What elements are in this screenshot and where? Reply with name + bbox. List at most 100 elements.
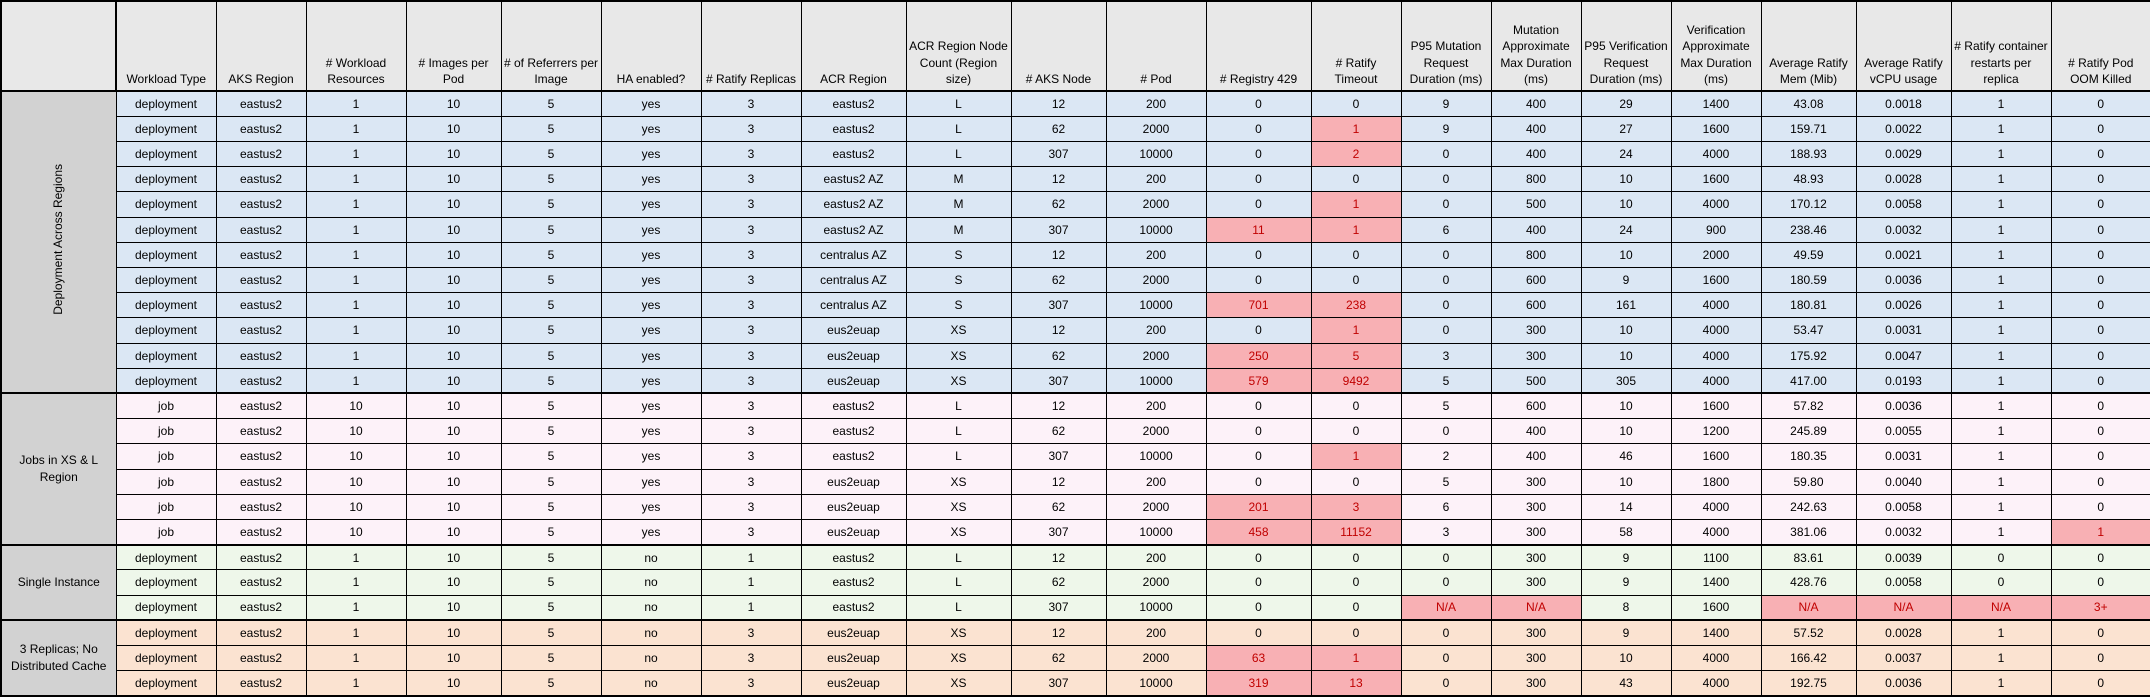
cell: 5 [500,418,602,445]
cell: 3 [700,468,802,495]
cell: 1 [1950,140,2052,168]
cell: deployment [115,670,217,697]
column-header: Average Ratify Mem (Mib) [1760,0,1857,92]
cell: eus2euap [800,342,907,369]
cell: 0 [1205,241,1312,268]
cell: 5 [500,594,602,621]
cell: deployment [115,115,217,142]
cell: 1 [1950,342,2052,369]
cell: 12 [1010,619,1107,646]
cell: 10 [1580,166,1672,193]
table-row: Deployment Across Regions deployment eastu… [0,89,2150,394]
cell: 0 [2050,317,2150,344]
cell: 400 [1490,115,1582,142]
column-header: Mutation Approximate Max Duration (ms) [1490,0,1582,92]
cell: 1 [305,342,407,369]
cell: 0 [1400,241,1492,268]
cell: 200 [1105,392,1207,420]
cell: 300 [1490,644,1582,672]
cell: 10 [305,392,407,420]
cell: 159.71 [1760,115,1857,142]
cell: 10000 [1105,140,1207,168]
column-header: Average Ratify vCPU usage [1855,0,1952,92]
cell: deployment [115,140,217,168]
cell: job [115,518,217,546]
cell: 1 [1950,493,2052,520]
cell: eastus2 [215,418,307,445]
cell: 1 [305,166,407,193]
cell: deployment [115,89,217,117]
table-row: job eastus2 10 10 5 yes 3 eastus2 L 307 10000 0 1 2 40… [1,443,2150,470]
cell: eastus2 [215,644,307,672]
cell: 1 [1950,644,2052,672]
cell: 0.0028 [1855,166,1952,193]
cell: 400 [1490,140,1582,168]
cell: 0 [1205,418,1312,445]
cell: 0 [1400,166,1492,193]
cell: 1 [305,140,407,168]
cell: 1 [1950,89,2052,117]
cell: 0 [1310,392,1402,420]
cell: 0 [2050,543,2150,571]
cell: eus2euap [800,518,907,546]
cell: yes [600,392,702,420]
cell: eastus2 [800,418,907,445]
cell: 1400 [1670,569,1762,596]
cell: 0 [1205,569,1312,596]
cell-flagged: 1 [1310,115,1402,142]
cell: 0 [2050,418,2150,445]
cell: yes [600,216,702,243]
cell: L [905,543,1012,571]
cell: 300 [1490,670,1582,697]
cell: 307 [1010,292,1107,319]
cell: 1 [1950,468,2052,495]
cell: 9 [1400,115,1492,142]
cell: eus2euap [800,670,907,697]
cell: 10000 [1105,443,1207,470]
column-header: # AKS Node [1010,0,1107,92]
cell: 53.47 [1760,317,1857,344]
cell: 0 [1400,418,1492,445]
cell: 5 [500,443,602,470]
cell: eastus2 [215,594,307,621]
cell: 2000 [1105,418,1207,445]
cell: eastus2 [215,140,307,168]
cell: 10 [305,518,407,546]
table-row: deployment eastus2 1 10 5 yes 3 eus2euap XS 12 200… [1,317,2150,344]
cell: 200 [1105,619,1207,646]
cell: eastus2 [800,140,907,168]
cell: 29 [1580,89,1672,117]
cell: 0.0058 [1855,569,1952,596]
table-row: deployment eastus2 1 10 5 yes 3 eus2euap XS 307 10… [1,367,2150,394]
cell: 0 [2050,191,2150,218]
cell: 1 [1950,518,2052,546]
cell: 58 [1580,518,1672,546]
cell: 10 [405,543,502,571]
cell: 1 [305,317,407,344]
cell: 1400 [1670,619,1762,646]
cell: 0 [1205,619,1312,646]
cell: 10 [405,468,502,495]
cell: 0 [1205,140,1312,168]
cell: 62 [1010,644,1107,672]
cell: 9 [1580,543,1672,571]
cell: eastus2 [215,115,307,142]
cell-flagged: N/A [1855,594,1952,621]
cell: 0.0032 [1855,216,1952,243]
cell-flagged: 2 [1310,140,1402,168]
cell: 307 [1010,140,1107,168]
cell: 62 [1010,569,1107,596]
cell: 0 [2050,468,2150,495]
cell: 1 [305,367,407,394]
cell: 6 [1400,493,1492,520]
cell: 43 [1580,670,1672,697]
cell: 307 [1010,443,1107,470]
cell: 10 [1580,392,1672,420]
cell: 0 [1310,594,1402,621]
cell: eastus2 [215,468,307,495]
cell: 10 [405,342,502,369]
cell-flagged: 1 [1310,216,1402,243]
cell: eastus2 [215,216,307,243]
cell: 3 [1400,518,1492,546]
